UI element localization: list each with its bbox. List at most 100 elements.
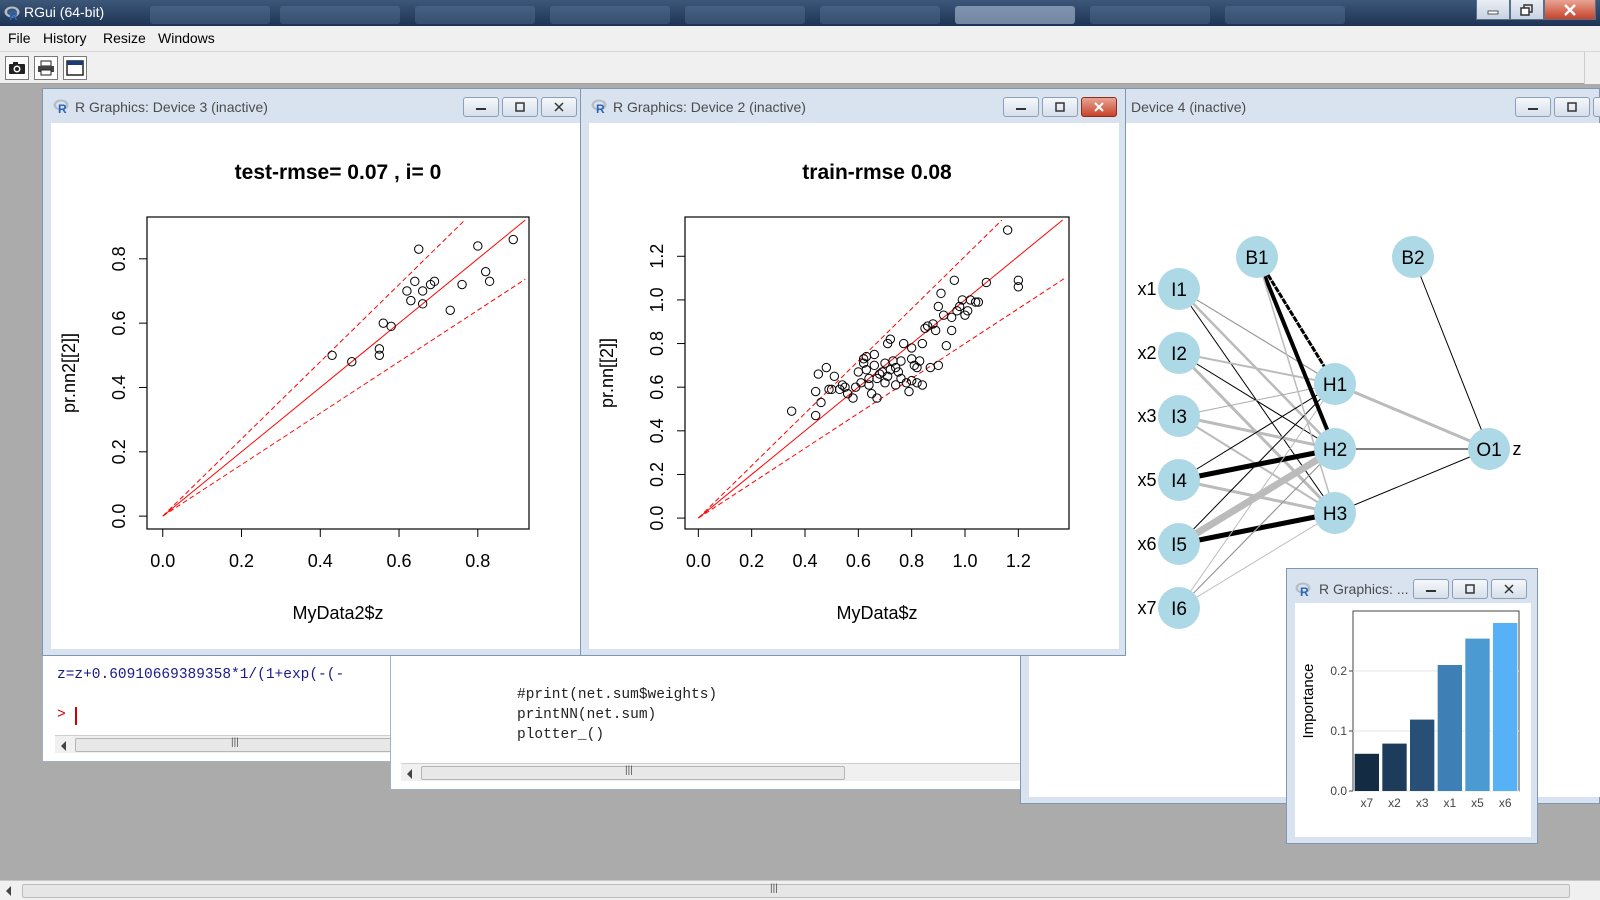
r-logo-icon: R [1295, 582, 1311, 597]
network-edge [1334, 382, 1490, 451]
restore-icon [515, 102, 525, 112]
device3-close-button[interactable] [541, 97, 577, 117]
data-point [941, 341, 952, 351]
data-point [840, 382, 850, 392]
copy-as-bitmap-button[interactable] [5, 56, 29, 80]
x-tick-label: 0.6 [846, 551, 871, 571]
importance-client: 0.0 0.1 0.2 x7 x2 x3 x1 x5 x6 Importance [1295, 603, 1531, 837]
y-tick-label: 0.1 [1330, 724, 1347, 738]
importance-restore-button[interactable] [1452, 579, 1488, 599]
hidden-node [1314, 363, 1356, 405]
input-node [1158, 332, 1200, 374]
device4-close-button[interactable] [1593, 97, 1600, 117]
network-edge [1178, 383, 1336, 545]
data-point [445, 305, 455, 315]
text-cursor [75, 707, 77, 725]
data-point [508, 234, 518, 245]
data-point [930, 325, 941, 336]
data-point [457, 279, 467, 290]
device3-title: R Graphics: Device 3 (inactive) [75, 99, 268, 115]
device2-minimize-button[interactable] [1003, 97, 1039, 117]
importance-minimize-button[interactable] [1413, 579, 1449, 599]
network-edge [1334, 448, 1490, 514]
bias-node [1236, 236, 1278, 278]
input-variable-label: x2 [1137, 343, 1156, 363]
importance-close-button[interactable] [1491, 579, 1527, 599]
importance-bar [1492, 623, 1518, 791]
menu-file[interactable]: File [8, 30, 31, 46]
input-variable-label: x6 [1137, 534, 1156, 554]
device2-window[interactable]: R R Graphics: Device 2 (inactive) train-… [580, 88, 1126, 656]
menu-resize[interactable]: Resize [103, 30, 146, 46]
data-point [821, 362, 832, 373]
input-node-label: I6 [1171, 599, 1187, 620]
importance-title: R Graphics: ... [1319, 581, 1409, 597]
neural-network-plot: I1 x1 I2 x2 I3 x3 I4 x5 I5 x6 I6 x7 B1 B2 H1 H2 H3 O1 z [1137, 236, 1522, 629]
taskbar-ghost [415, 6, 535, 24]
close-icon [1564, 3, 1576, 16]
fit-line-2 [162, 278, 526, 517]
input-variable-label: x3 [1137, 406, 1156, 426]
data-point [869, 349, 880, 360]
data-point [925, 362, 936, 373]
device3-window[interactable]: R R Graphics: Device 3 (inactive) test-r… [42, 88, 590, 656]
device3-minimize-button[interactable] [463, 97, 499, 117]
data-point [912, 378, 922, 388]
x-tick-label: 0.4 [792, 551, 817, 571]
taskbar-ghost [280, 6, 400, 24]
device4-controls [1515, 97, 1600, 117]
device4-titlebar[interactable]: Device 4 (inactive) [1021, 89, 1600, 123]
grip-icon: ||| [625, 765, 633, 776]
device3-client: test-rmse= 0.07 , i= 0 0.0 0.2 0.4 0.6 0.8 0.0… [51, 123, 583, 649]
mdi-horizontal-scrollbar[interactable]: ||| [0, 880, 1600, 900]
device4-restore-button[interactable] [1554, 97, 1590, 117]
data-point [327, 350, 337, 361]
console-prompt[interactable]: > [57, 707, 66, 723]
menu-windows[interactable]: Windows [158, 30, 215, 46]
importance-window[interactable]: R R Graphics: ... 0.0 0.1 0.2 x7 x2 x3 x1 x5 x6 I… [1286, 568, 1538, 844]
device2-titlebar[interactable]: R R Graphics: Device 2 (inactive) [581, 89, 1125, 123]
return-to-console-button[interactable] [63, 56, 87, 80]
restore-button[interactable] [1510, 0, 1544, 20]
minimize-button[interactable] [1476, 0, 1510, 20]
plot-frame [146, 216, 530, 530]
y-tick-label: 1.0 [647, 287, 667, 312]
input-variable-label: x1 [1137, 279, 1156, 299]
data-point [880, 378, 890, 388]
x-axis-label: MyData$z [836, 603, 917, 623]
x-tick-label: x3 [1416, 796, 1429, 810]
data-point [861, 365, 872, 375]
scroll-thumb[interactable] [22, 884, 1570, 898]
y-axis-label: pr.nn2[[2]] [59, 333, 79, 413]
data-point [484, 276, 495, 287]
data-point [922, 321, 933, 331]
device2-restore-button[interactable] [1042, 97, 1078, 117]
device3-restore-button[interactable] [502, 97, 538, 117]
close-button[interactable] [1544, 0, 1596, 20]
taskbar-ghost [550, 6, 670, 24]
x-tick-label: 0.0 [686, 551, 711, 571]
data-point [848, 393, 858, 403]
fit-line-1 [697, 219, 1003, 519]
fit-line-0 [698, 219, 1063, 519]
taskbar-ghost [1225, 6, 1345, 24]
app-title-bar: R RGui (64-bit) [0, 0, 1600, 26]
data-point [473, 241, 483, 251]
scroll-thumb[interactable] [421, 766, 845, 780]
device4-minimize-button[interactable] [1515, 97, 1551, 117]
menu-history[interactable]: History [43, 30, 87, 46]
scroll-thumb[interactable] [75, 738, 415, 752]
print-button[interactable] [34, 56, 58, 80]
x-tick-label: 0.8 [465, 551, 490, 571]
device2-close-button[interactable] [1081, 97, 1117, 117]
importance-titlebar[interactable]: R R Graphics: ... [1287, 569, 1537, 601]
camera-icon [9, 62, 25, 74]
input-node-label: I4 [1171, 471, 1187, 492]
console-hscrollbar[interactable]: ||| [55, 735, 421, 753]
close-icon [1504, 584, 1514, 594]
y-tick-label: 0.2 [109, 439, 129, 464]
mdi-vertical-scrollbar[interactable] [1584, 52, 1600, 84]
editor-hscrollbar[interactable]: ||| [401, 763, 1029, 781]
device3-titlebar[interactable]: R R Graphics: Device 3 (inactive) [43, 89, 589, 123]
x-tick-label: 0.2 [229, 551, 254, 571]
